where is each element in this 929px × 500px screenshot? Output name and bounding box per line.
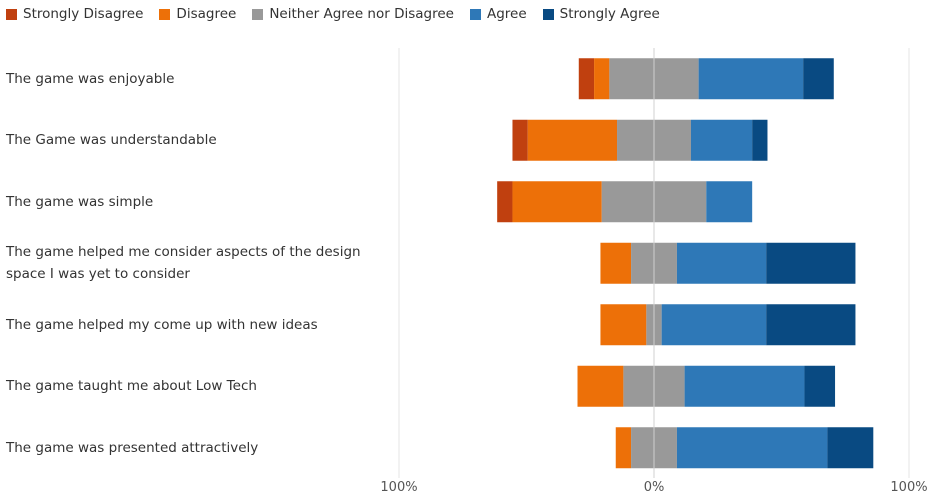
question-label-line: The game was simple [6,193,154,210]
legend-swatch-a [469,8,481,20]
bar-segment-sd [578,58,595,100]
question-label: The game was enjoyable [6,68,386,90]
bar-segment-d [600,304,647,346]
bar-segment-sa [752,119,768,161]
legend-label-n: Neither Agree nor Disagree [269,6,454,22]
bar-segment-d [615,427,632,469]
bar-segment-sd [497,181,513,223]
bar-segment-d [577,365,624,407]
question-label: The game helped my come up with new idea… [6,314,386,336]
legend-label-sa: Strongly Agree [559,6,660,22]
legend-swatch-sa [542,8,554,20]
x-tick-label: 100% [890,480,928,495]
bar-segment-a [698,58,804,100]
bar-segment-a [676,242,767,284]
question-label: The game was simple [6,191,386,213]
bar-segment-a [661,304,767,346]
bar-segment-sa [804,365,836,407]
question-label-line: The Game was understandable [6,132,217,149]
question-label: The Game was understandable [6,129,386,151]
bar-segment-sa [803,58,834,100]
bar-segment-d [512,181,602,223]
bar-segment-sa [827,427,874,469]
bar-segment-d [600,242,632,284]
bar-segment-a [706,181,753,223]
x-tick-label: 0% [643,480,665,495]
legend-item-a: Agree [469,6,527,22]
x-tick-label: 100% [380,480,418,495]
question-label-line: The game was presented attractively [6,439,259,456]
question-label-line: The game helped me consider aspects of t… [6,244,361,261]
bar-segment-sd [512,119,528,161]
legend-swatch-n [252,8,264,20]
legend-item-d: Disagree [159,6,236,22]
bar-segment-sa [766,304,856,346]
legend-item-sd: Strongly Disagree [6,6,143,22]
question-label-line: The game was enjoyable [6,70,175,87]
bar-segment-sa [766,242,856,284]
question-label: The game was presented attractively [6,437,386,459]
question-label: The game helped me consider aspects of t… [6,241,386,285]
bar-segment-d [594,58,610,100]
bar-segment-d [527,119,618,161]
bar-segment-a [690,119,753,161]
legend-item-n: Neither Agree nor Disagree [252,6,454,22]
bar-segment-a [684,365,805,407]
question-label-line: space I was yet to consider [6,266,190,283]
legend-swatch-d [159,8,171,20]
bar-segment-a [676,427,828,469]
question-label: The game taught me about Low Tech [6,375,386,397]
legend-swatch-sd [6,8,17,20]
question-label-line: The game helped my come up with new idea… [6,316,318,333]
question-label-line: The game taught me about Low Tech [6,378,257,395]
legend-label-a: Agree [486,6,527,22]
legend-label-sd: Strongly Disagree [23,6,144,22]
legend-item-sa: Strongly Agree [542,6,660,22]
legend-label-d: Disagree [176,6,237,22]
chart-legend: Strongly Disagree Disagree Neither Agree n… [6,4,676,24]
